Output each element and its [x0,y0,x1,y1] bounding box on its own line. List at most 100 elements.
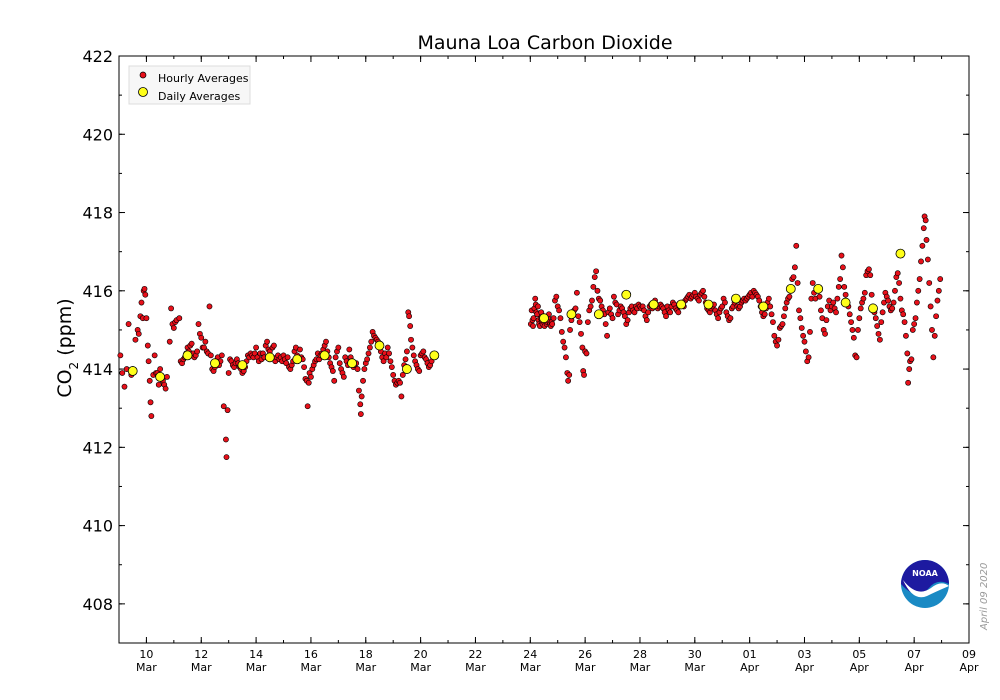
hourly-point [663,313,669,320]
plot-area [118,55,970,644]
daily-point [621,289,632,300]
hourly-point [624,317,631,324]
legend-box [128,65,251,105]
hourly-point [926,280,933,286]
hourly-point [575,313,582,320]
x-tick-label-month: Mar [246,661,267,674]
hourly-point [879,309,886,316]
x-tick-label-month: Mar [684,661,705,674]
hourly-point [933,313,939,320]
x-tick-label-date: 18 [359,648,373,661]
hourly-point [155,381,162,388]
daily-point [374,340,385,351]
hourly-point [771,332,778,339]
hourly-point [915,287,922,294]
daily-point [237,360,248,371]
hourly-point [565,377,572,384]
x-tick-label-date: 26 [578,648,592,661]
daily-point [539,313,549,324]
hourly-point [195,321,202,327]
daily-point [429,350,440,361]
daily-point [593,309,604,320]
hourly-point [584,319,591,326]
hourly-point [368,338,375,345]
hourly-point [860,295,867,302]
hourly-point [176,315,183,322]
hourly-point [409,344,416,351]
hourly-point [935,287,942,294]
x-tick-label-date: 09 [962,648,976,661]
y-axis-label: CO2 (ppm) [54,298,81,397]
x-tick-label-month: Apr [905,661,925,674]
hourly-point [366,344,373,351]
daily-point [895,248,906,259]
hourly-point [767,303,774,310]
hourly-point [842,291,849,298]
hourly-point [420,348,427,355]
hourly-point [253,344,259,351]
hourly-point [768,311,775,318]
hourly-point [923,237,930,243]
x-tick-label-month: Apr [740,661,760,674]
hourly-point [846,311,853,318]
hourly-point [399,372,406,378]
hourly-point [779,321,786,327]
hourly-point [125,321,132,327]
hourly-point [835,283,842,290]
x-tick-label-month: Mar [465,661,486,674]
hourly-point [643,317,650,324]
hourly-point [782,305,789,312]
hourly-point [560,338,567,345]
hourly-point [874,323,881,329]
hourly-point [530,315,537,322]
hourly-point [604,332,610,339]
hourly-point [918,258,924,265]
hourly-point [384,344,391,351]
hourly-point [856,315,863,322]
hourly-point [206,303,213,310]
hourly-point [145,358,152,365]
hourly-point [849,327,856,333]
hourly-point [798,325,805,331]
hourly-point [207,352,214,359]
x-tick-label-date: 12 [194,648,208,661]
hourly-point [876,336,883,343]
svg-text:CO2(ppm): CO2 (ppm) [54,298,81,397]
daily-point [868,303,878,314]
hourly-point [594,287,601,294]
x-tick-label-date: 20 [414,648,428,661]
hourly-point [283,360,290,367]
hourly-point [151,352,158,359]
hourly-point [284,354,291,361]
hourly-point [853,354,860,361]
hourly-point [885,297,892,304]
x-tick-label-month: Mar [520,661,541,674]
hourly-point [841,283,848,290]
hourly-point [383,354,390,361]
x-tick-label-month: Apr [959,661,979,674]
hourly-point [609,315,616,322]
hourly-point [593,268,599,275]
hourly-point [223,454,230,461]
hourly-point [147,399,154,406]
daily-point [731,293,741,304]
hourly-point [775,336,782,343]
daily-point [319,350,330,361]
hourly-point [410,352,417,359]
hourly-point [201,344,207,351]
hourly-point [800,332,807,339]
hourly-point [791,264,798,271]
hourly-point [866,266,872,273]
hourly-point [905,379,912,386]
hourly-point [727,315,734,322]
hourly-point [911,321,918,327]
hourly-point [168,305,174,312]
hourly-point [901,319,908,326]
hourly-point [590,283,597,290]
hourly-point [361,366,368,372]
hourly-point [700,287,706,294]
hourly-point [563,354,569,361]
hourly-point [696,297,702,304]
x-tick-label-month: Apr [850,661,870,674]
